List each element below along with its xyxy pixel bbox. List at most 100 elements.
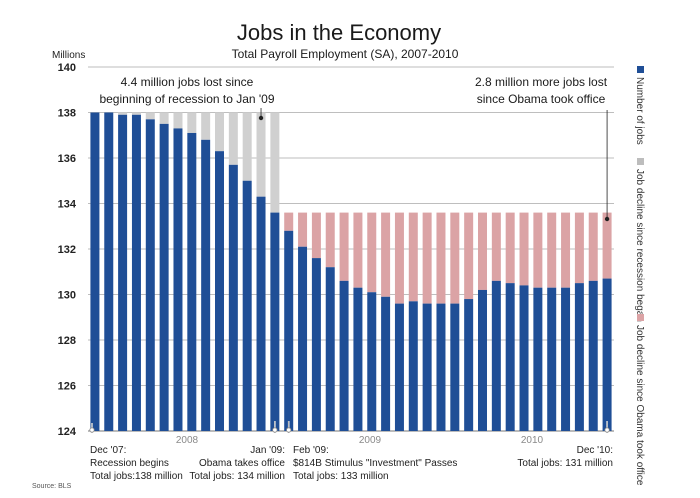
job-bar-22 — [394, 303, 404, 431]
note-feb-09-line-3: Total jobs: 133 million — [293, 471, 389, 482]
right-callout: 2.8 million more jobs lost since Obama t… — [475, 75, 608, 106]
decline-bar-37 — [602, 212, 612, 279]
decline-bar-22 — [394, 212, 404, 304]
decline-bar-28 — [478, 212, 487, 290]
decline-bar-4 — [145, 112, 155, 120]
job-bar-25 — [436, 303, 446, 431]
x-axis-years: 2008 2009 2010 — [176, 435, 544, 446]
job-bar-11 — [242, 180, 252, 431]
decline-bar-15 — [298, 212, 308, 247]
left-callout-line-1: 4.4 million jobs lost since — [121, 75, 254, 89]
marker-feb-09-dot — [286, 427, 292, 433]
job-bar-24 — [422, 303, 432, 431]
decline-bar-17 — [325, 212, 335, 268]
job-bar-5 — [159, 123, 169, 431]
job-bar-21 — [381, 296, 391, 431]
job-bar-37 — [602, 278, 612, 431]
decline-bar-16 — [311, 212, 321, 259]
decline-bar-6 — [173, 112, 183, 129]
y-tick-label-128: 128 — [58, 335, 76, 347]
left-callout-line-2: beginning of recession to Jan '09 — [99, 92, 274, 106]
note-dec-07-line-1: Dec '07: — [90, 445, 126, 456]
job-bar-9 — [215, 151, 224, 432]
y-tick-label-126: 126 — [58, 381, 76, 393]
legend-label-jobs: Number of jobs — [634, 77, 645, 145]
decline-bar-19 — [353, 212, 363, 288]
legend-label-recession: Job decline since recession began — [634, 169, 645, 322]
decline-bar-29 — [491, 212, 501, 281]
chart-subtitle: Total Payroll Employment (SA), 2007-2010 — [232, 47, 459, 61]
chart-title: Jobs in the Economy — [237, 20, 441, 45]
job-bar-0 — [90, 112, 100, 431]
decline-bar-27 — [464, 212, 474, 300]
decline-bar-13 — [270, 112, 280, 213]
job-bar-23 — [408, 301, 418, 431]
note-dec-07-line-2: Recession begins — [90, 458, 169, 469]
y-tick-label-124: 124 — [58, 426, 77, 438]
note-jan-09-line-2: Obama takes office — [199, 458, 285, 469]
decline-bar-18 — [339, 212, 349, 281]
y-tick-label-138: 138 — [58, 108, 76, 120]
job-bar-2 — [118, 114, 128, 432]
decline-bar-5 — [159, 112, 169, 124]
note-dec-10-line-2: Total jobs: 131 million — [517, 458, 613, 469]
job-bar-10 — [228, 164, 238, 431]
decline-bar-26 — [450, 212, 460, 304]
job-bar-4 — [145, 119, 155, 431]
decline-bar-9 — [215, 112, 224, 152]
decline-bar-30 — [505, 212, 515, 284]
note-feb-09-line-2: $814B Stimulus "Investment" Passes — [293, 458, 457, 469]
left-callout-pointer-dot — [258, 115, 264, 121]
job-bar-8 — [201, 139, 211, 432]
legend-swatch-obama — [637, 314, 644, 321]
legend-label-obama: Job decline since Obama took office — [634, 325, 645, 486]
decline-bar-10 — [228, 112, 238, 165]
right-callout-line-1: 2.8 million more jobs lost — [475, 75, 608, 89]
y-tick-label-136: 136 — [58, 153, 76, 165]
y-tick-label-130: 130 — [58, 290, 76, 302]
y-tick-label-134: 134 — [58, 199, 77, 211]
note-feb-09-line-1: Feb '09: — [293, 445, 329, 456]
job-bar-18 — [339, 280, 349, 431]
job-bar-12 — [256, 196, 266, 431]
marker-dec-07-dot — [89, 427, 95, 433]
job-bar-30 — [505, 283, 515, 431]
decline-bar-12 — [256, 112, 266, 197]
legend-swatch-recession — [637, 158, 644, 165]
right-callout-line-2: since Obama took office — [477, 92, 606, 106]
y-tick-label-140: 140 — [58, 62, 76, 74]
job-bar-29 — [491, 280, 501, 431]
marker-jan-09-dot — [272, 427, 278, 433]
decline-bar-21 — [381, 212, 391, 297]
decline-bar-23 — [408, 212, 418, 302]
note-dec-07-line-3: Total jobs:138 million — [90, 471, 183, 482]
job-bar-27 — [464, 299, 474, 431]
job-bar-31 — [519, 285, 529, 431]
job-bar-33 — [547, 287, 557, 431]
decline-bar-8 — [201, 112, 211, 140]
decline-bar-3 — [131, 112, 141, 115]
job-bar-1 — [104, 112, 114, 431]
note-dec-07: Dec '07: Recession begins Total jobs:138… — [90, 445, 183, 482]
marker-lines — [89, 108, 610, 433]
job-bar-14 — [284, 230, 294, 431]
job-bar-3 — [131, 114, 141, 432]
y-axis-ticks: 124 126 128 130 132 134 136 138 140 — [58, 62, 77, 438]
note-feb-09: Feb '09: $814B Stimulus "Investment" Pas… — [293, 445, 457, 482]
decline-bar-24 — [422, 212, 432, 304]
legend-swatch-jobs — [637, 66, 644, 73]
note-jan-09: Jan '09: Obama takes office Total jobs: … — [189, 445, 285, 482]
job-bar-32 — [533, 287, 543, 431]
year-label-2010: 2010 — [521, 435, 544, 446]
year-label-2008: 2008 — [176, 435, 199, 446]
decline-bar-35 — [574, 212, 584, 284]
decline-bar-31 — [519, 212, 529, 286]
decline-bar-7 — [187, 112, 197, 133]
legend: Number of jobs Job decline since recessi… — [634, 66, 645, 486]
source-note: Source: BLS — [32, 483, 72, 490]
decline-bar-25 — [436, 212, 446, 304]
left-callout: 4.4 million jobs lost since beginning of… — [99, 75, 274, 106]
decline-bars — [118, 112, 612, 304]
year-label-2009: 2009 — [359, 435, 382, 446]
right-callout-pointer-dot — [604, 216, 610, 222]
